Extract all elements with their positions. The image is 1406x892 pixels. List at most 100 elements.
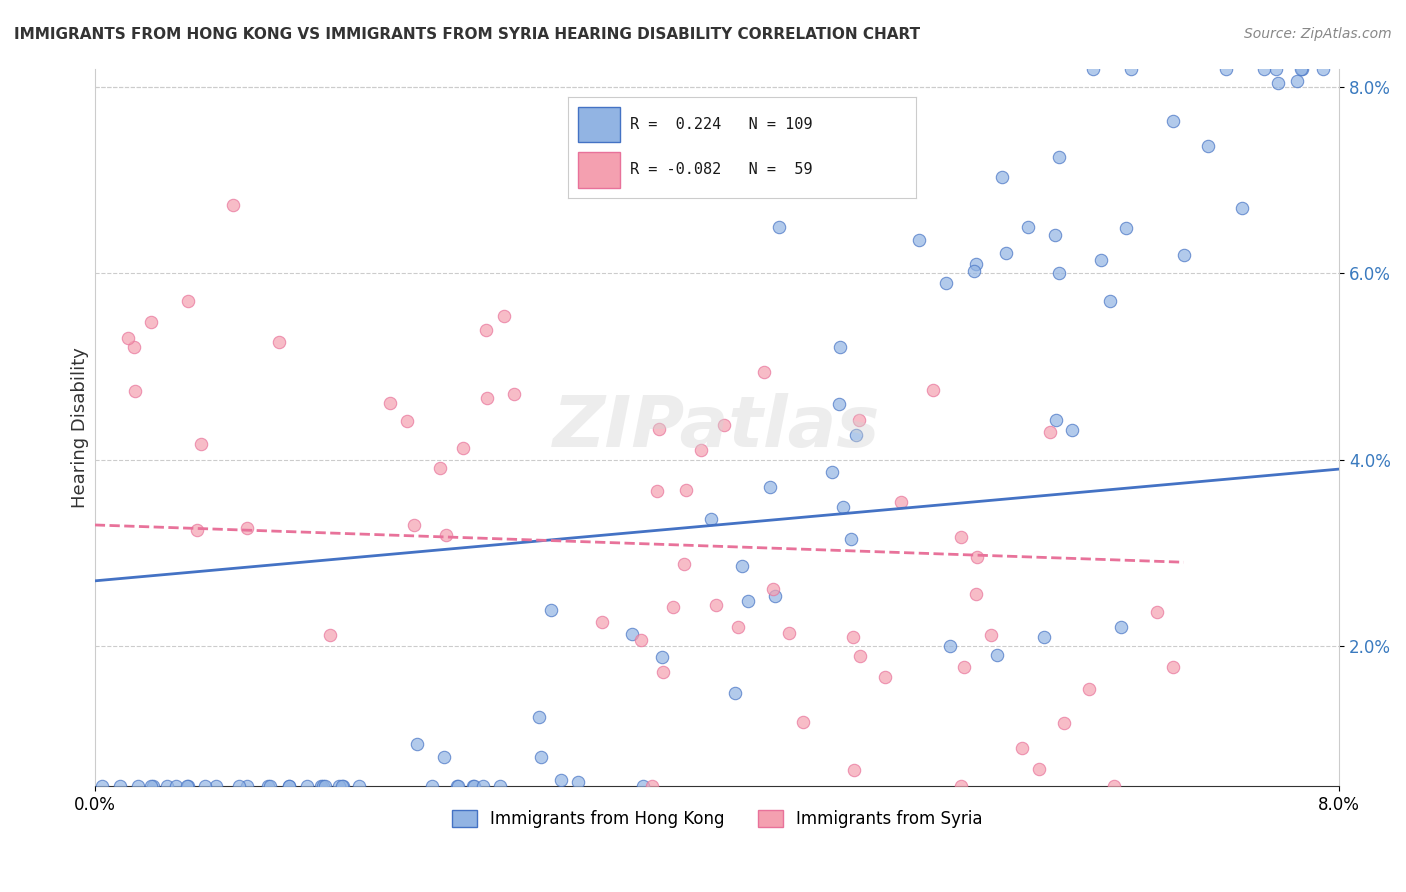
Point (731, 558, 754, 573)
Point (778, 625, 800, 640)
Point (759, 480, 782, 494)
Point (1173, 248, 1195, 262)
Point (831, 500, 853, 515)
Point (277, 779, 299, 793)
Point (1197, 139, 1219, 153)
Point (1264, 62, 1286, 76)
Point (90, 779, 112, 793)
Point (965, 586, 987, 600)
Point (1215, 62, 1237, 76)
Point (727, 620, 749, 634)
Point (314, 779, 336, 793)
Point (890, 494, 912, 508)
Point (848, 412, 870, 426)
Point (814, 154, 837, 169)
Point (269, 335, 291, 350)
Point (422, 779, 444, 793)
Point (319, 627, 342, 641)
Point (451, 442, 474, 456)
Point (567, 775, 589, 789)
Point (127, 779, 149, 793)
Point (471, 779, 494, 793)
Point (994, 246, 1017, 260)
Point (651, 649, 673, 664)
Point (1291, 62, 1313, 76)
Point (640, 779, 662, 793)
Point (648, 422, 671, 436)
Point (1111, 620, 1133, 634)
Point (378, 396, 401, 410)
Point (347, 779, 370, 793)
Point (1039, 425, 1062, 439)
Point (194, 779, 217, 793)
Point (176, 779, 198, 793)
Point (645, 484, 668, 499)
Point (110, 779, 132, 793)
Point (1028, 762, 1050, 776)
Point (841, 630, 863, 644)
Point (122, 340, 145, 354)
Point (724, 685, 747, 699)
Point (1161, 114, 1184, 128)
Point (1053, 716, 1076, 731)
Point (821, 466, 844, 480)
Point (436, 528, 458, 542)
Point (1253, 62, 1275, 76)
Point (1032, 630, 1054, 644)
Point (1011, 740, 1033, 755)
Point (1098, 294, 1121, 309)
Point (429, 461, 451, 475)
Point (309, 779, 332, 793)
Point (177, 293, 200, 308)
Point (488, 779, 510, 793)
Point (991, 169, 1014, 184)
Point (1285, 74, 1308, 88)
Point (908, 233, 931, 247)
Text: ZIPatlas: ZIPatlas (554, 392, 880, 462)
Point (278, 779, 301, 793)
Point (762, 582, 785, 596)
Point (1045, 412, 1067, 426)
Point (475, 323, 498, 337)
Point (117, 331, 139, 345)
Point (965, 257, 987, 271)
Point (1146, 605, 1168, 619)
Point (662, 599, 685, 614)
Y-axis label: Hearing Disability: Hearing Disability (72, 347, 89, 508)
Point (228, 779, 250, 793)
Point (1043, 227, 1066, 242)
Point (963, 264, 986, 278)
Point (713, 417, 735, 432)
Point (332, 779, 354, 793)
Point (737, 594, 759, 608)
Point (845, 428, 868, 442)
Point (828, 397, 851, 411)
Point (828, 339, 851, 353)
Point (953, 660, 976, 674)
Point (1017, 219, 1039, 234)
Point (176, 779, 198, 793)
Point (875, 670, 897, 684)
Point (156, 779, 179, 793)
Point (792, 714, 814, 729)
Point (672, 557, 695, 571)
Point (1081, 62, 1104, 76)
Point (966, 549, 988, 564)
Point (139, 315, 162, 329)
Point (675, 483, 697, 497)
Point (124, 384, 146, 399)
Point (142, 779, 165, 793)
Point (433, 750, 456, 764)
Point (236, 521, 259, 535)
Point (139, 779, 162, 793)
Point (259, 779, 281, 793)
Point (330, 779, 353, 793)
Point (1119, 62, 1142, 76)
Point (935, 276, 957, 290)
Point (205, 779, 228, 793)
Point (949, 530, 972, 544)
Point (621, 627, 644, 641)
Point (980, 628, 1002, 642)
Point (295, 779, 318, 793)
Point (763, 589, 786, 603)
